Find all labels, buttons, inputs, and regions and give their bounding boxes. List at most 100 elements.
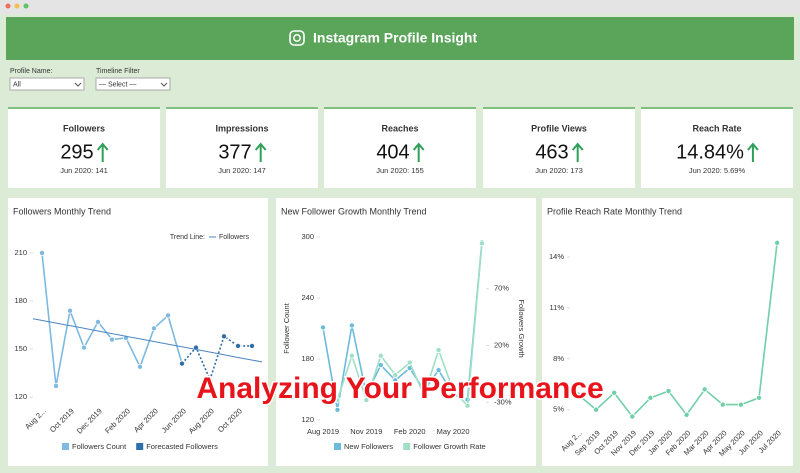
trend-arrow xyxy=(747,142,759,162)
filter-select[interactable] xyxy=(9,77,85,91)
y-tick-label: 14% xyxy=(549,252,564,261)
kpi-compare: Jun 2020: 173 xyxy=(535,166,583,175)
legend-swatch xyxy=(403,443,411,450)
legend-label: Followers xyxy=(219,234,249,241)
filter-select[interactable] xyxy=(95,77,171,91)
data-point xyxy=(464,402,471,409)
data-point xyxy=(334,397,341,404)
filter-value: — Select — xyxy=(99,81,136,88)
data-point xyxy=(67,307,74,314)
legend-label: Forecasted Followers xyxy=(146,442,218,451)
y-tick-label: 180 xyxy=(301,354,314,363)
kpi-top-border xyxy=(8,107,160,109)
y-tick-label: 5% xyxy=(553,405,564,414)
legend-label: New Followers xyxy=(344,442,393,451)
kpi-compare: Jun 2020: 155 xyxy=(376,166,424,175)
data-point xyxy=(435,347,442,354)
y-tick-label: 120 xyxy=(301,415,314,424)
y-tick-label: 240 xyxy=(301,293,314,302)
y-tick-label: 120 xyxy=(14,392,27,401)
x-tick-label: Feb 2020 xyxy=(394,427,426,436)
data-point xyxy=(683,411,690,418)
data-point xyxy=(334,406,341,413)
series-line xyxy=(577,242,778,418)
data-point xyxy=(348,352,355,359)
y-tick-label: 8% xyxy=(553,354,564,363)
data-point xyxy=(150,325,157,332)
data-point xyxy=(719,401,726,408)
chart-panel xyxy=(276,198,536,466)
kpi-title: Profile Views xyxy=(531,123,587,133)
data-point xyxy=(406,359,413,366)
data-point xyxy=(319,324,326,331)
data-point xyxy=(248,342,255,349)
kpi-card xyxy=(483,108,635,188)
y2-tick-label: 20% xyxy=(494,341,509,350)
chart-panel xyxy=(542,198,793,466)
data-point xyxy=(377,352,384,359)
data-point xyxy=(665,388,672,395)
data-point xyxy=(136,363,143,370)
data-point xyxy=(234,342,241,349)
data-point xyxy=(206,376,213,383)
kpi-title: Reaches xyxy=(381,123,418,133)
chart-title: New Follower Growth Monthly Trend xyxy=(281,206,427,216)
filter-label: Profile Name: xyxy=(10,68,52,75)
kpi-value: 295 xyxy=(60,141,93,163)
chart-panel xyxy=(8,198,268,466)
chart-title: Profile Reach Rate Monthly Trend xyxy=(547,206,682,216)
y2-tick-label: 70% xyxy=(494,284,509,293)
data-point xyxy=(450,386,457,393)
overlay-caption: Analyzing Your Performance xyxy=(196,372,603,405)
data-point xyxy=(421,392,428,399)
instagram-icon xyxy=(293,34,301,42)
legend-swatch xyxy=(136,443,144,450)
trend-line xyxy=(32,318,263,363)
kpi-compare: Jun 2020: 147 xyxy=(218,166,266,175)
data-point xyxy=(81,344,88,351)
filter-value: All xyxy=(13,81,21,88)
y-tick-label: 150 xyxy=(14,344,27,353)
select-caret xyxy=(74,82,82,87)
y2-axis-title: Followers Growth xyxy=(517,299,526,357)
data-point xyxy=(109,336,116,343)
kpi-title: Reach Rate xyxy=(692,123,741,133)
x-tick-label: Aug 2019 xyxy=(307,427,339,436)
x-tick-label: May 2020 xyxy=(437,427,470,436)
y-tick-label: 300 xyxy=(301,232,314,241)
instagram-icon xyxy=(289,30,305,46)
legend-label: Follower Growth Rate xyxy=(413,442,486,451)
legend-swatch xyxy=(62,443,69,450)
kpi-top-border xyxy=(641,107,793,109)
data-point xyxy=(701,386,708,393)
kpi-value: 463 xyxy=(535,141,568,163)
data-point xyxy=(348,322,355,329)
data-point xyxy=(392,372,399,379)
x-tick-label: Nov 2019 xyxy=(350,427,382,436)
data-point xyxy=(178,360,185,367)
y-tick-label: 180 xyxy=(14,296,27,305)
data-point xyxy=(629,413,636,420)
y-tick-label: 210 xyxy=(14,248,27,257)
kpi-card xyxy=(324,108,476,188)
data-point xyxy=(737,401,744,408)
kpi-top-border xyxy=(483,107,635,109)
data-point xyxy=(575,391,582,398)
kpi-top-border xyxy=(324,107,476,109)
filter-label: Timeline Filter xyxy=(96,68,140,75)
kpi-value: 404 xyxy=(376,141,409,163)
data-point xyxy=(164,312,171,319)
header-band xyxy=(6,17,794,60)
chart-title: Followers Monthly Trend xyxy=(13,206,111,216)
data-point xyxy=(593,406,600,413)
trend-arrow xyxy=(96,142,109,162)
trend-arrow xyxy=(571,142,584,162)
kpi-card xyxy=(166,108,318,188)
data-point xyxy=(435,367,442,374)
kpi-card xyxy=(8,108,160,188)
y-tick-label: 11% xyxy=(550,303,565,312)
trend-arrow xyxy=(412,142,425,162)
window-dot xyxy=(23,3,29,9)
data-point xyxy=(220,333,227,340)
